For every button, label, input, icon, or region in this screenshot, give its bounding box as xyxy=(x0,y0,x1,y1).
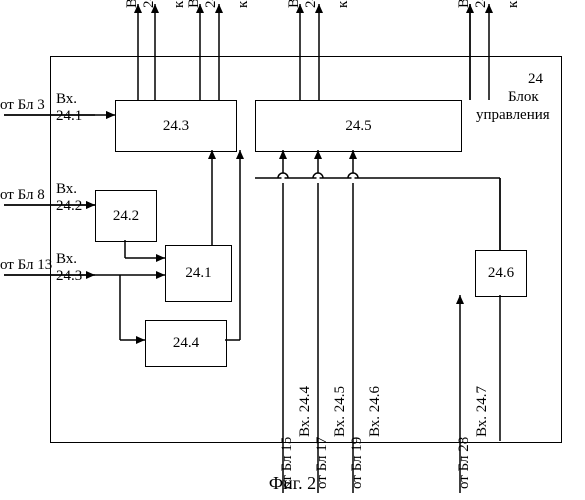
diagram-label: от Бл 13 xyxy=(0,257,52,274)
diagram-label: от Бл 8 xyxy=(0,187,45,204)
diagram-label: 24 xyxy=(528,71,543,88)
diagram-label: Вх. 24.5 xyxy=(332,386,349,437)
diagram-label: Вх. 24.2 xyxy=(56,181,82,216)
diagram-label: Вх. 24.7 xyxy=(474,386,491,437)
diagram-label: управления xyxy=(476,107,550,124)
diagram-label: к Бл 25 xyxy=(335,0,352,8)
diagram-label: Вых. 24.10 xyxy=(456,0,491,8)
diagram-label: Вых. 24.8 xyxy=(124,0,159,8)
diagram-label: к Бл 1 xyxy=(235,0,252,8)
diagram-label: Блок xyxy=(508,89,539,106)
diagram-label: к Бл 30 xyxy=(505,0,522,8)
diagram-label: Вх. 24.3 xyxy=(56,251,82,286)
diagram-label: Вх. 24.1 xyxy=(56,91,82,126)
diagram-label: Вх. 24.4 xyxy=(297,386,314,437)
diagram-label: Вых. 24.9 xyxy=(186,0,221,8)
diagram-label: Вх. 24.6 xyxy=(367,386,384,437)
figure-caption: Фиг. 2 xyxy=(0,473,585,494)
diagram-label: Вых. 24.10 xyxy=(286,0,321,8)
wiring-layer xyxy=(0,0,585,500)
diagram-label: от Бл 3 xyxy=(0,97,45,114)
